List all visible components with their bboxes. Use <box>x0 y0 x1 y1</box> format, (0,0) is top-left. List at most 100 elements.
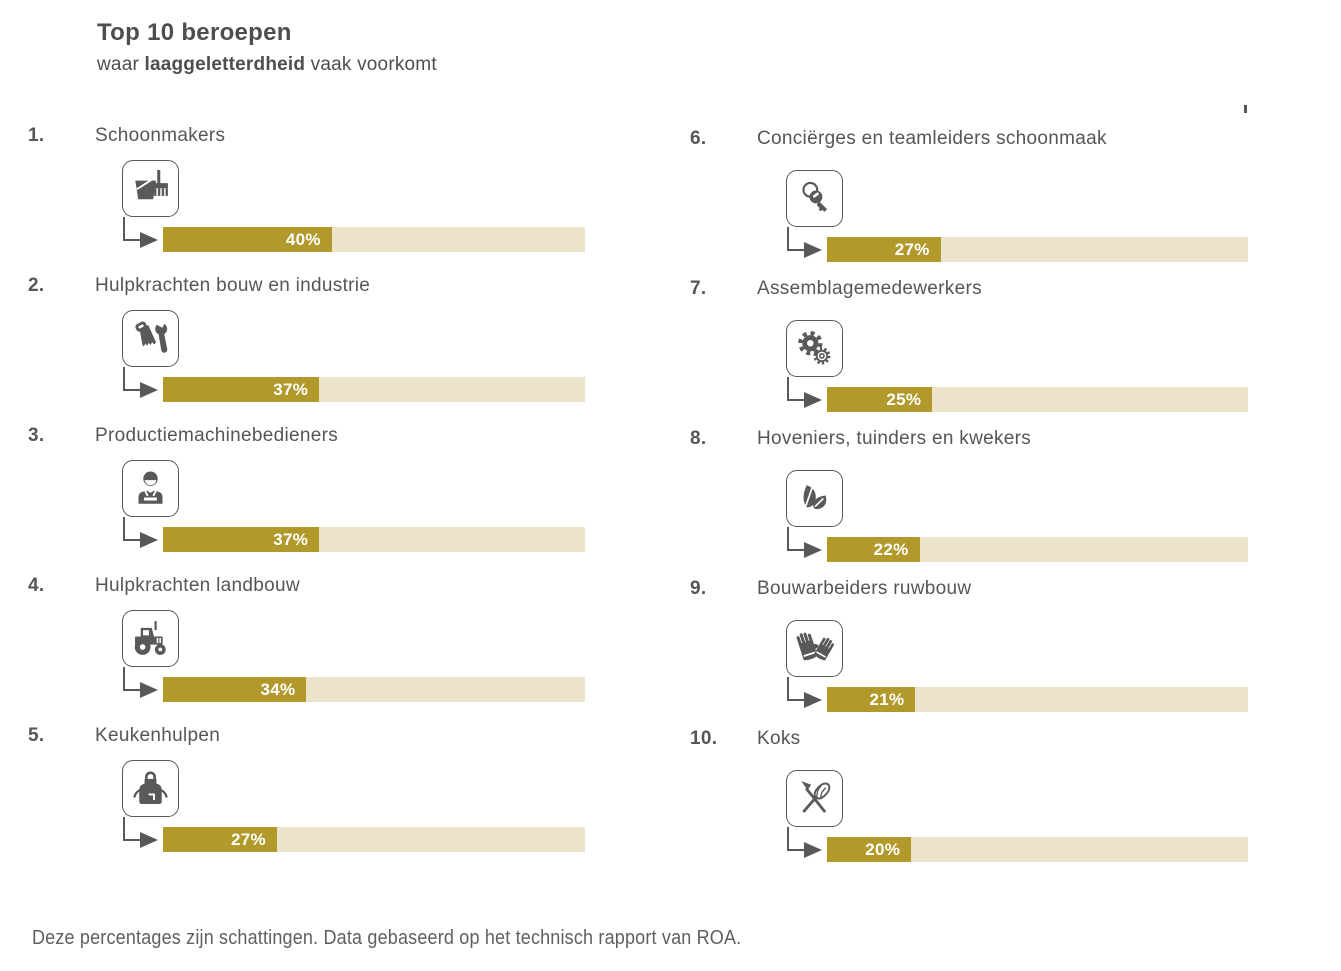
connector-elbow <box>122 517 141 541</box>
occupation-label: Productiemachinebedieners <box>95 425 339 446</box>
bar-fill: 27% <box>163 827 277 852</box>
rank-number: 9. <box>690 578 707 599</box>
occupation-item: 3. Productiemachinebedieners 37% <box>0 425 1341 575</box>
percent-label: 25% <box>886 389 922 409</box>
percent-label: 27% <box>231 829 266 849</box>
icon-box <box>786 470 843 527</box>
bar-track: 25% <box>827 387 1248 412</box>
arrowhead-icon <box>140 681 158 698</box>
rank-number: 4. <box>28 575 45 596</box>
bar-fill: 21% <box>827 687 916 712</box>
connector-elbow <box>122 667 141 691</box>
occupation-label: Hulpkrachten bouw en industrie <box>95 275 371 296</box>
bar-fill: 40% <box>163 227 332 252</box>
occupation-item: 2. Hulpkrachten bouw en industrie 37% <box>0 275 1341 425</box>
occupation-label: Conciërges en teamleiders schoonmaak <box>757 128 1107 149</box>
occupation-item: 10. Koks 20% <box>0 728 1341 878</box>
percent-label: 22% <box>873 539 909 559</box>
arrowhead-icon <box>140 531 158 548</box>
bar-fill: 37% <box>163 527 320 552</box>
bar-fill: 20% <box>827 837 912 862</box>
rank-number: 2. <box>28 275 45 296</box>
bar-fill: 37% <box>163 377 320 402</box>
stray-tick-mark <box>1244 105 1247 113</box>
rank-number: 8. <box>690 428 707 449</box>
connector-elbow <box>122 817 141 841</box>
gears-icon <box>792 326 837 371</box>
connector-elbow <box>786 227 805 251</box>
connector-elbow <box>786 677 805 701</box>
occupation-item: 6. Conciërges en teamleiders schoonmaak … <box>0 128 1341 278</box>
subtitle-suffix: vaak voorkomt <box>305 54 437 75</box>
connector-elbow <box>786 527 805 551</box>
arrowhead-icon <box>804 391 822 408</box>
bar-fill: 34% <box>163 677 307 702</box>
keys-icon <box>792 176 837 221</box>
occupation-label: Hulpkrachten landbouw <box>95 575 300 596</box>
rank-number: 7. <box>690 278 707 299</box>
subtitle-prefix: waar <box>97 54 145 75</box>
icon-box <box>786 770 843 827</box>
connector-elbow <box>122 217 141 241</box>
rank-number: 5. <box>28 725 45 746</box>
header: Top 10 beroepen waar laaggeletterdheid v… <box>97 19 437 76</box>
percent-label: 27% <box>894 239 930 259</box>
connector-elbow <box>786 827 805 851</box>
rank-number: 3. <box>28 425 45 446</box>
footnote: Deze percentages zijn schattingen. Data … <box>32 927 742 949</box>
occupation-item: 9. Bouwarbeiders ruwbouw 21% <box>0 578 1341 728</box>
icon-box <box>786 320 843 377</box>
occupation-label: Keukenhulpen <box>95 725 221 746</box>
rank-number: 1. <box>28 125 45 146</box>
work-gloves-icon <box>792 626 837 671</box>
occupation-item: 5. Keukenhulpen 27% <box>0 725 1341 875</box>
percent-label: 21% <box>869 689 905 709</box>
bar-track: 22% <box>827 537 1248 562</box>
bar-fill: 25% <box>827 387 933 412</box>
icon-box <box>122 610 179 667</box>
percent-label: 20% <box>865 839 901 859</box>
occupation-item: 8. Hoveniers, tuinders en kwekers 22% <box>0 428 1341 578</box>
percent-label: 34% <box>260 679 296 699</box>
connector-elbow <box>122 367 141 391</box>
bar-track: 27% <box>827 237 1248 262</box>
bar-track: 34% <box>163 677 585 702</box>
arrowhead-icon <box>804 691 822 708</box>
rank-number: 10. <box>690 728 718 749</box>
occupation-item: 1. Schoonmakers 40% <box>0 125 1341 275</box>
rank-number: 6. <box>690 128 707 149</box>
bar-fill: 22% <box>827 537 920 562</box>
bar-track: 21% <box>827 687 1248 712</box>
icon-box <box>122 310 179 367</box>
arrowhead-icon <box>140 381 158 398</box>
bar-fill: 27% <box>827 237 941 262</box>
bar-track: 20% <box>827 837 1248 862</box>
percent-label: 40% <box>285 229 321 249</box>
icon-box <box>122 760 179 817</box>
arrowhead-icon <box>804 241 822 258</box>
icon-box <box>786 620 843 677</box>
bar-track: 27% <box>163 827 585 852</box>
bar-track: 37% <box>163 527 585 552</box>
occupation-label: Koks <box>757 728 801 749</box>
arrowhead-icon <box>804 841 822 858</box>
leaves-icon <box>792 476 837 521</box>
arrowhead-icon <box>140 831 158 848</box>
bar-track: 37% <box>163 377 585 402</box>
occupation-item: 4. Hulpkrachten landbouw 34% <box>0 575 1341 725</box>
icon-box <box>122 160 179 217</box>
page-subtitle: waar laaggeletterdheid vaak voorkomt <box>97 54 437 76</box>
icon-box <box>786 170 843 227</box>
occupation-label: Assemblagemedewerkers <box>757 278 982 299</box>
arrowhead-icon <box>140 231 158 248</box>
occupation-label: Bouwarbeiders ruwbouw <box>757 578 972 599</box>
icon-box <box>122 460 179 517</box>
fork-whisk-icon <box>792 776 837 821</box>
percent-label: 37% <box>273 379 309 399</box>
bar-track: 40% <box>163 227 585 252</box>
occupation-item: 7. Assemblagemedewerkers 25% <box>0 278 1341 428</box>
arrowhead-icon <box>804 541 822 558</box>
percent-label: 37% <box>273 529 309 549</box>
occupation-label: Hoveniers, tuinders en kwekers <box>757 428 1032 449</box>
